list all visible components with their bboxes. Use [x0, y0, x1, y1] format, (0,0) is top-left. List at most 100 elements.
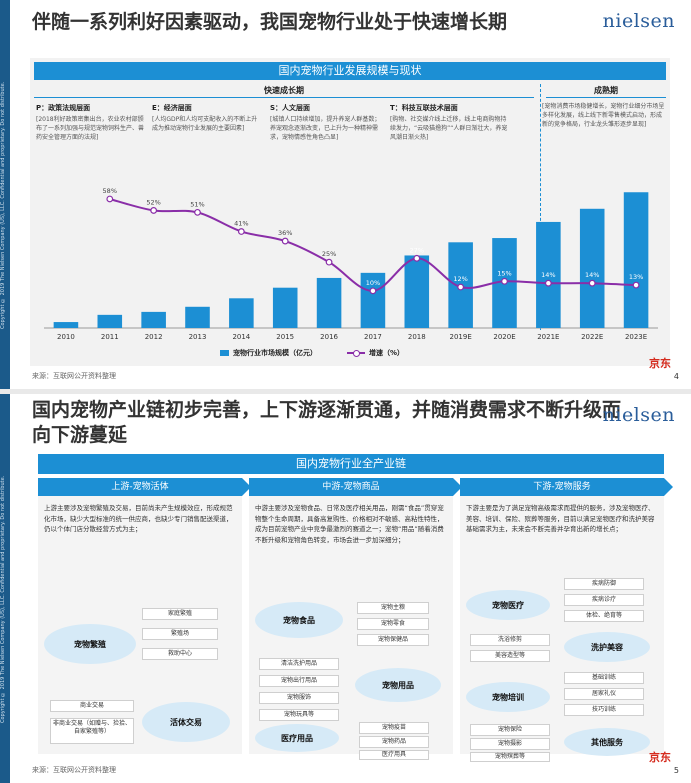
- midstream-header: 中游-宠物商品: [249, 478, 462, 496]
- growth-data-label: 15%: [497, 269, 511, 277]
- slide-market-size: Copyright © 2019 The Nielsen Company (US…: [0, 0, 691, 389]
- x-tick-label: 2012: [145, 333, 163, 341]
- growth-point: [106, 195, 114, 203]
- growth-data-label: 14%: [585, 271, 599, 279]
- driver-economy-text: [人均GDP和人均可支配收入的不断上升成为推动宠物行业发展的主要因素]: [152, 116, 258, 132]
- breeding-item: 繁殖场: [142, 628, 218, 640]
- supplies-node: 宠物用品: [355, 668, 441, 702]
- bar: [404, 255, 430, 328]
- medical-supplies-item: 宠物药品: [359, 736, 429, 748]
- medical-supplies-item: 医疗用具: [359, 750, 429, 760]
- growth-data-label: 58%: [103, 187, 117, 195]
- other-service-node: 其他服务: [564, 728, 650, 756]
- legend-line-label: 增速（%）: [369, 349, 405, 357]
- phase-mature-label: 成熟期: [594, 86, 618, 95]
- training-item: 居家礼仪: [564, 688, 644, 700]
- bar: [272, 287, 298, 328]
- bar: [623, 192, 649, 328]
- growth-data-label: 12%: [453, 275, 467, 283]
- downstream-column: 下游-宠物服务 下游主要是为了满足宠物高级需求而提供的服务，涉及宠物医疗、美容、…: [460, 478, 673, 762]
- upstream-header: 上游-宠物活体: [38, 478, 251, 496]
- market-size-chart: 2010 2011 2012 2013 2014 2015 2016 2017 2018 2019…: [44, 187, 658, 341]
- nielsen-logo: nielsen: [602, 10, 675, 32]
- bar: [579, 208, 605, 328]
- food-node: 宠物食品: [255, 602, 343, 638]
- training-node: 宠物培训: [466, 682, 550, 712]
- x-tick-label: 2020E: [493, 333, 515, 341]
- food-item: 宠物保健品: [357, 634, 429, 646]
- bar: [536, 221, 561, 328]
- bar: [141, 311, 166, 328]
- driver-mature-text: [宠物消费市场稳健增长，宠物行业细分市场呈多样化发展，线上线下新零售模式启动，形…: [542, 103, 665, 128]
- breeding-node: 宠物繁殖: [44, 624, 136, 664]
- grooming-item: 美容造型等: [470, 650, 550, 662]
- supplies-item: 宠物玩具等: [259, 709, 339, 721]
- legend-line-swatch: [347, 350, 365, 357]
- growth-point: [413, 254, 421, 262]
- downstream-description: 下游主要是为了满足宠物高级需求而提供的服务，涉及宠物医疗、美容、培训、保险、殡葬…: [466, 504, 655, 533]
- growth-point: [632, 281, 640, 289]
- trade-item: 商业交易: [50, 700, 134, 712]
- growth-data-label: 41%: [234, 220, 248, 228]
- bar: [185, 306, 210, 328]
- growth-point: [457, 283, 465, 291]
- driver-social-heading: S：人文层面: [270, 104, 311, 112]
- driver-tech-heading: T：科技互联技术层面: [390, 104, 458, 112]
- other-service-item: 宠物摄影: [470, 738, 550, 750]
- phase-divider: [540, 84, 541, 330]
- phase-growth-label: 快速成长期: [264, 86, 304, 95]
- growth-data-label: 52%: [146, 198, 160, 206]
- growth-point: [150, 207, 158, 214]
- legend-bar-label: 宠物行业市场规模（亿元）: [233, 349, 317, 357]
- x-tick-label: 2022E: [581, 333, 603, 341]
- bar: [360, 272, 386, 328]
- jd-logo: 京东: [649, 357, 671, 370]
- driver-policy-text: [2018利好政策密集出台，农业农村部颁布了一系列加强与规范宠物饲料生产、兽药安…: [36, 116, 145, 141]
- grooming-node: 洗护美容: [564, 632, 650, 662]
- growth-data-label: 13%: [629, 273, 643, 281]
- slide-title: 伴随一系列利好因素驱动，我国宠物行业处于快速增长期: [32, 11, 508, 33]
- copyright-text: Copyright © 2019 The Nielsen Company (US…: [0, 81, 6, 329]
- food-item: 宠物零食: [357, 618, 429, 630]
- upstream-description: 上游主要涉及宠物繁殖及交易，目前尚未产生规模效应，形成规范化市场，缺少大型标准的…: [44, 504, 233, 533]
- growth-point: [237, 228, 245, 235]
- trade-node: 活体交易: [142, 702, 230, 742]
- grooming-item: 洗浴修剪: [470, 634, 550, 646]
- x-tick-label: 2019E: [450, 333, 472, 341]
- growth-point: [325, 258, 333, 266]
- bar: [229, 298, 254, 328]
- driver-social-text: [城镇人口持续增加，提升养宠人群基数；养宠观念逐渐改变，已上升为一种精神需求，宠…: [270, 116, 381, 141]
- other-service-item: 宠物殡葬等: [470, 752, 550, 762]
- legend-bar-item: 宠物行业市场规模（亿元）: [220, 348, 317, 358]
- x-tick-label: 2010: [57, 333, 75, 341]
- supplies-item: 宠物服饰: [259, 692, 339, 704]
- other-service-item: 宠物保险: [470, 724, 550, 736]
- source-note: 来源：互联网公开资料整理: [32, 766, 116, 774]
- growth-data-label: 14%: [541, 271, 555, 279]
- x-tick-label: 2014: [232, 333, 250, 341]
- growth-data-label: 27%: [410, 246, 424, 254]
- growth-data-label: 36%: [278, 229, 292, 237]
- copyright-text: Copyright © 2019 The Nielsen Company (US…: [0, 475, 6, 723]
- jd-logo: 京东: [649, 751, 671, 764]
- growth-point: [588, 279, 596, 287]
- vet-node: 宠物医疗: [466, 590, 550, 620]
- chart-legend: 宠物行业市场规模（亿元） 增速（%）: [220, 348, 404, 358]
- supplies-item: 清洁洗护用品: [259, 658, 339, 670]
- source-note: 来源：互联网公开资料整理: [32, 372, 116, 380]
- legend-bar-swatch: [220, 350, 229, 356]
- bar: [97, 314, 123, 328]
- slide-title: 国内宠物产业链初步完善，上下游逐渐贯通，并随消费需求不断升级而向下游蔓延: [32, 399, 622, 446]
- bar: [316, 277, 342, 328]
- vet-item: 疾病防御: [564, 578, 644, 590]
- legend-line-item: 增速（%）: [347, 348, 404, 358]
- trade-item: 非商业交易（如赠与、捡拾、自家繁殖等）: [50, 718, 134, 744]
- panel-title: 国内宠物行业全产业链: [38, 454, 664, 474]
- breeding-item: 救助中心: [142, 648, 218, 660]
- x-tick-label: 2021E: [537, 333, 559, 341]
- midstream-description: 中游主要涉及宠物食品、日常及医疗相关用品，刚需“食品”贯穿宠物整个生命周期，具备…: [255, 504, 444, 544]
- x-tick-label: 2015: [276, 333, 294, 341]
- x-tick-label: 2011: [101, 333, 119, 341]
- growth-data-label: 25%: [322, 250, 336, 258]
- x-tick-label: 2017: [364, 333, 382, 341]
